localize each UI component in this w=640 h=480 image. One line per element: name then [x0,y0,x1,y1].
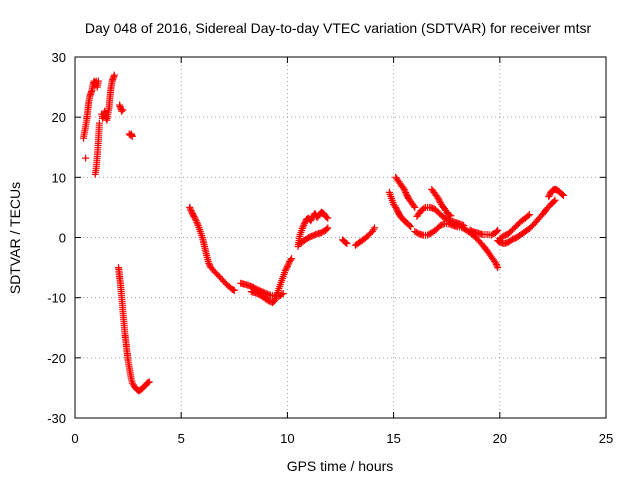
data-series-segment-9 [247,255,296,306]
data-series-segment-22 [545,185,567,201]
x-tick-label: 20 [493,431,507,446]
data-series-segment-2 [91,119,103,178]
x-tick-label: 10 [280,431,294,446]
data-series-segment-19 [466,226,502,239]
data-series-segment-13 [351,224,378,249]
x-tick-label: 0 [71,431,78,446]
data-series-segment-7 [186,203,238,294]
x-axis-label: GPS time / hours [287,458,394,474]
data-series-segment-1 [82,154,90,162]
data-series-segment-11 [296,224,332,247]
y-tick-label: -30 [47,411,66,426]
y-tick-label: -20 [47,351,66,366]
x-tick-label: 25 [599,431,613,446]
y-tick-label: 0 [59,231,66,246]
chart-title: Day 048 of 2016, Sidereal Day-to-day VTE… [85,20,592,36]
data-series-segment-12 [339,236,351,247]
data-series-segment-5 [125,130,136,140]
data-series-segment-4 [116,101,127,115]
y-axis-label: SDTVAR / TECUs [7,182,23,294]
data-series-segment-6 [115,264,153,395]
x-tick-label: 15 [386,431,400,446]
data-series-segment-20 [494,196,559,247]
data-series-segment-16 [411,220,502,272]
data-series-segment-0 [80,77,102,142]
data-series-segment-3 [98,71,118,124]
data-series-segment-21 [496,211,533,243]
data-marks [80,71,567,395]
axis-ticks [74,56,607,419]
plot-frame [74,56,607,419]
data-series-segment-10 [294,208,332,250]
data-series-segment-14 [385,188,415,231]
axis-tick-labels: 0 5 10 15 20 25 -30 -20 -10 0 10 20 30 [47,50,613,446]
y-tick-label: -10 [47,291,66,306]
x-tick-label: 5 [178,431,185,446]
data-series-segment-15 [392,173,419,211]
data-series-segment-18 [428,185,455,220]
y-tick-label: 10 [52,170,66,185]
y-tick-label: 20 [52,110,66,125]
data-series-segment-17 [413,203,468,229]
grid [75,57,606,418]
y-tick-label: 30 [52,50,66,65]
